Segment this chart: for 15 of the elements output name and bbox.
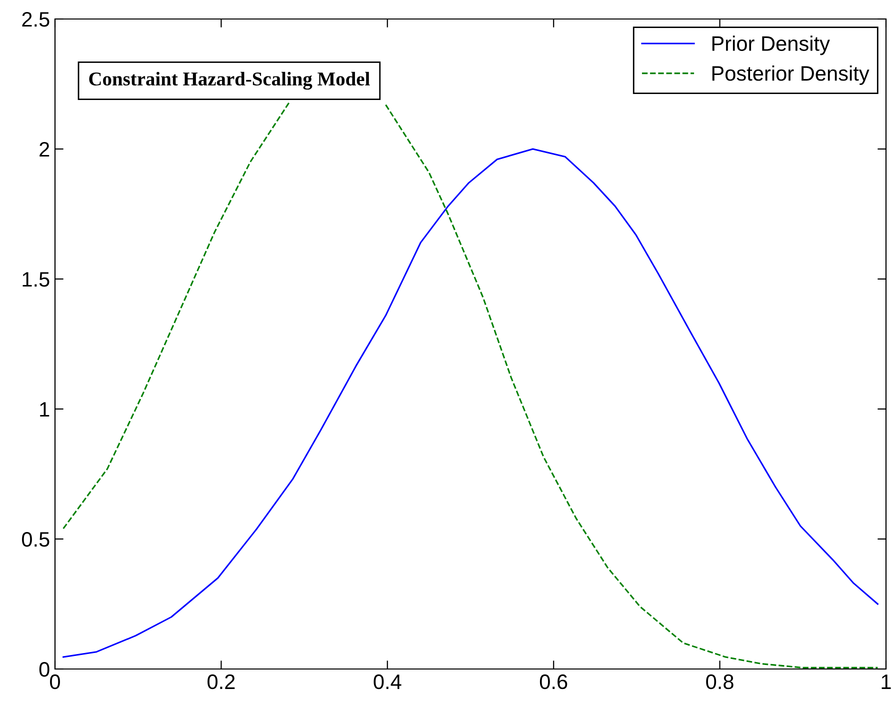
- x-tick-label: 0.2: [208, 674, 235, 690]
- y-tick-label: 2.5: [22, 12, 50, 27]
- y-tick-label: 0.5: [22, 532, 50, 547]
- x-tick-label: 0.4: [374, 674, 402, 690]
- annotation: Constraint Hazard-Scaling Model: [89, 72, 370, 90]
- x-tick-label: 0.8: [706, 674, 734, 690]
- x-tick-label: 0.6: [540, 674, 568, 690]
- y-tick-label: 0: [39, 662, 50, 677]
- legend-label: Posterior Density: [712, 66, 870, 85]
- legend-label: Prior Density: [712, 36, 830, 56]
- y-tick-label: 1: [40, 402, 50, 417]
- x-tick-label: 0: [50, 674, 60, 690]
- y-tick-label: 1.5: [22, 272, 50, 287]
- y-tick-label: 2: [40, 142, 50, 157]
- x-tick-label: 1: [882, 674, 891, 689]
